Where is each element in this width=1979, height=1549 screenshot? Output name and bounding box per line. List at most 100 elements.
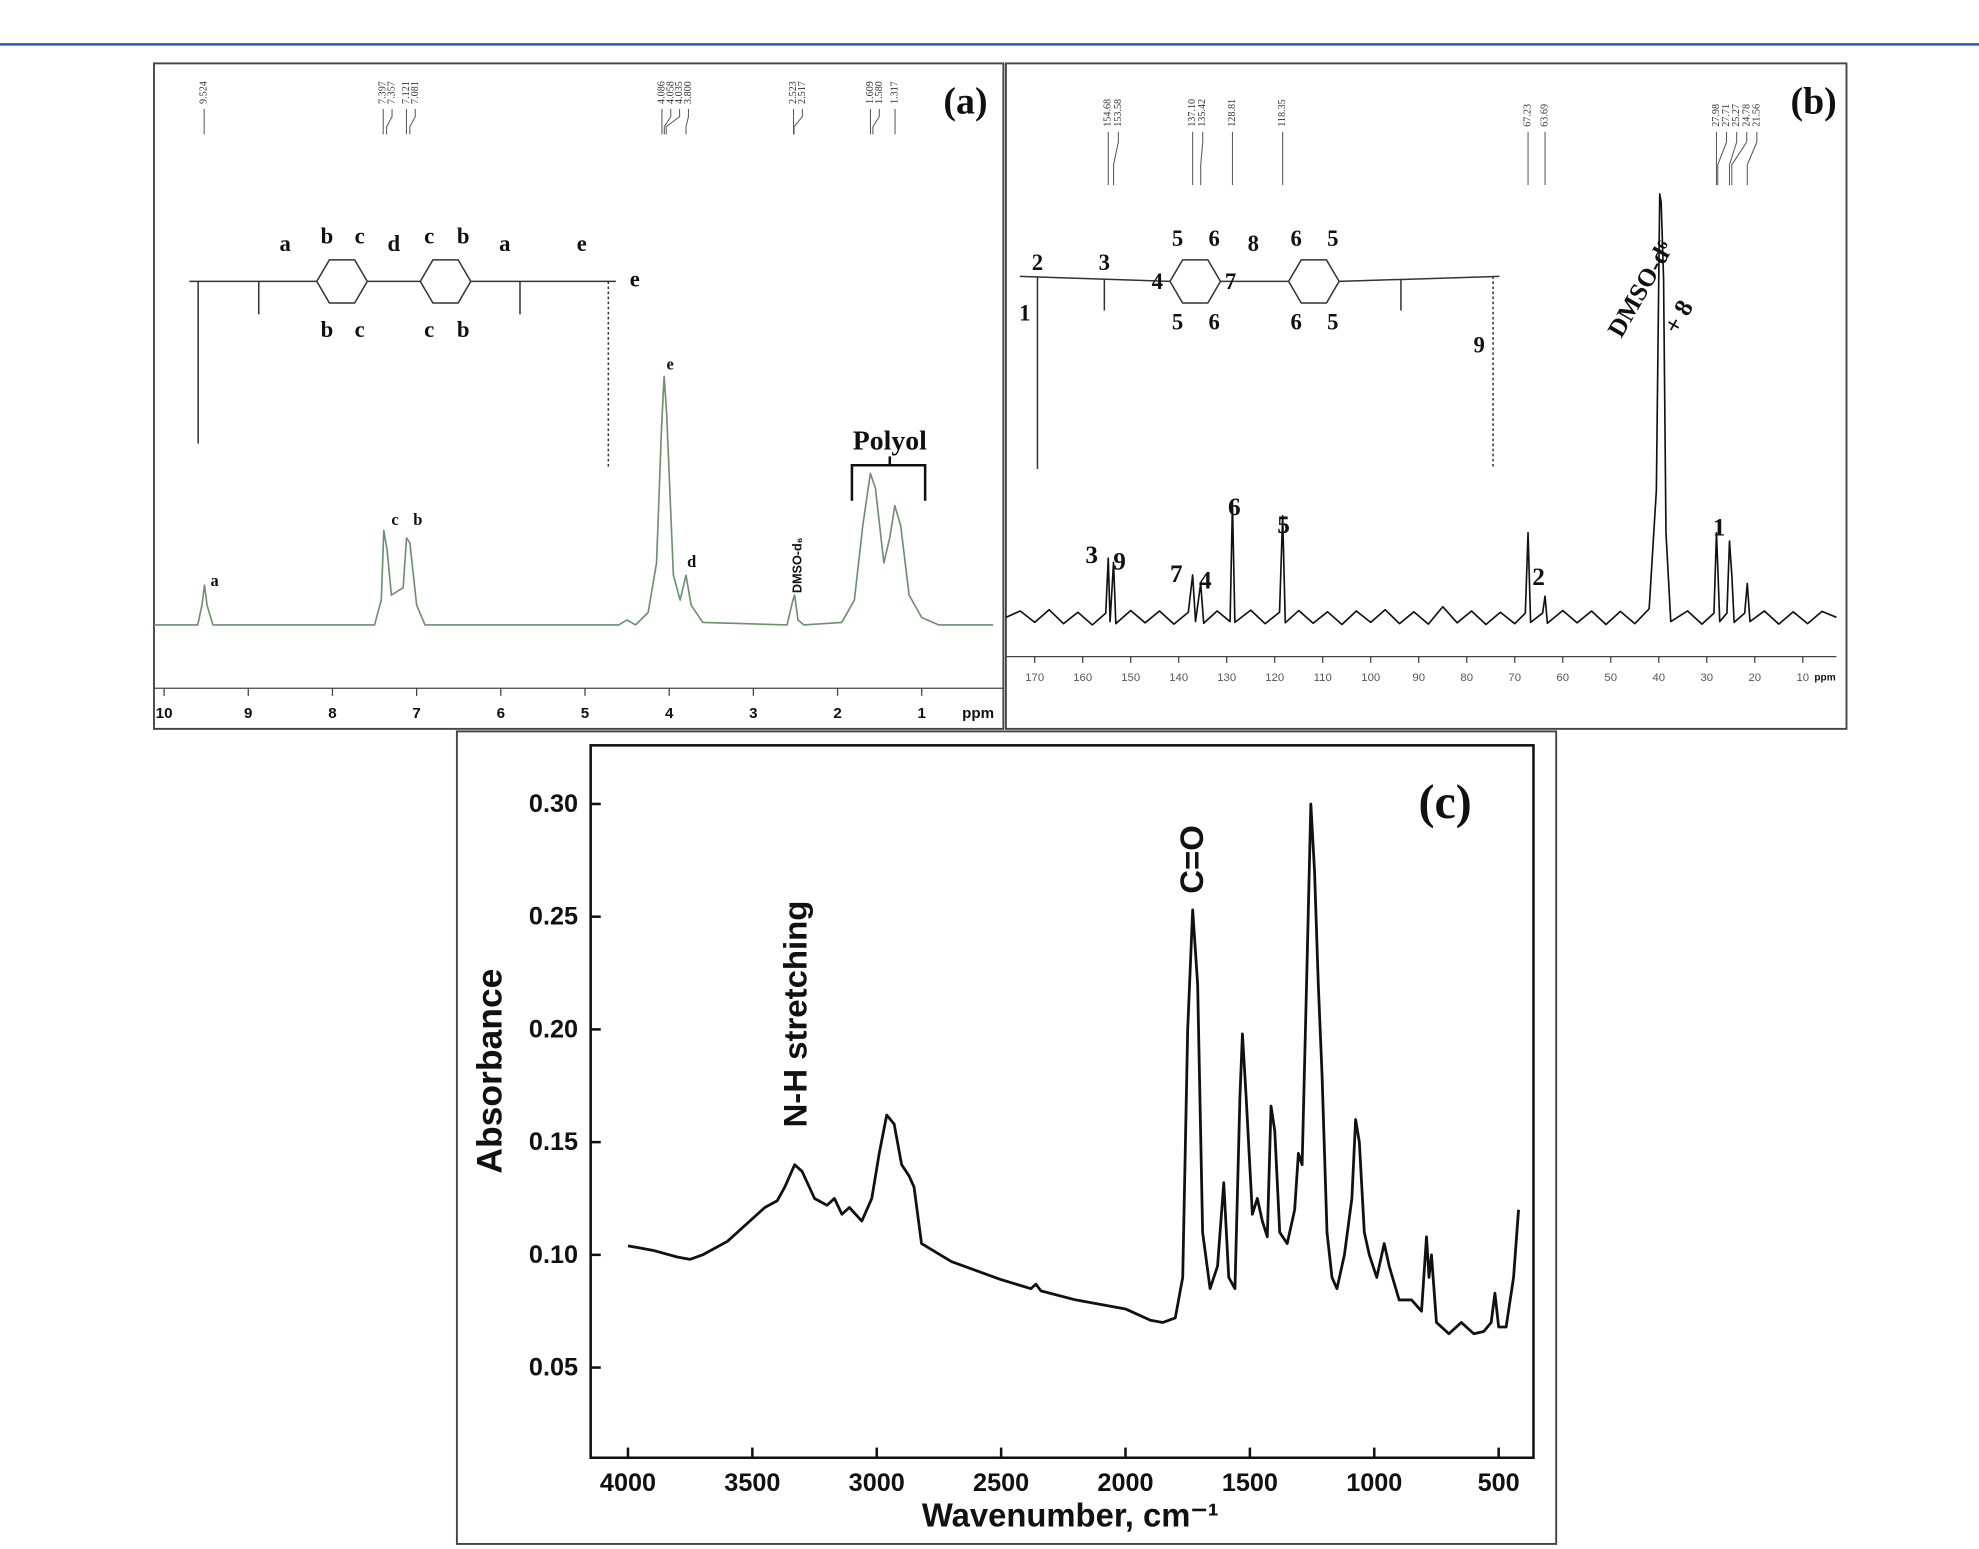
structure-label: 6	[1208, 226, 1219, 251]
peak-label: 1.609	[865, 81, 876, 104]
spectrum-line	[1005, 193, 1837, 626]
x-tick-label: 10	[1796, 672, 1809, 684]
x-tick-label: 4	[665, 705, 674, 722]
peak-marker	[1731, 131, 1748, 186]
peak-label: 7.081	[410, 81, 421, 104]
x-tick-label: 70	[1508, 672, 1521, 684]
y-axis-label: Absorbance	[470, 969, 510, 1174]
structure-label: 6	[1291, 226, 1302, 251]
peak-label: 4.058	[665, 81, 676, 104]
peak-label: 7.397	[378, 81, 389, 104]
peak-label: 2.523	[788, 81, 799, 104]
peak-marker	[872, 109, 880, 135]
x-tick-label: 6	[497, 705, 505, 722]
peak-marker	[663, 109, 672, 135]
peak-label: 27.98	[1711, 104, 1722, 127]
x-tick-label: 1	[918, 705, 926, 722]
annotation: 7	[1170, 560, 1183, 588]
x-tick-label: 130	[1217, 672, 1236, 684]
annotation: c	[391, 510, 398, 529]
panel-label: (a)	[943, 80, 987, 122]
plot-frame	[589, 744, 1535, 1460]
structure-label: 7	[1225, 269, 1236, 294]
annotation: 6	[1228, 493, 1241, 521]
panel-label: (b)	[1791, 80, 1837, 122]
x-tick-label: 10	[156, 705, 173, 722]
peak-label: 9.524	[199, 81, 210, 104]
structure-label: 3	[1099, 250, 1110, 275]
annotation: DMSO-d₆	[791, 537, 805, 593]
x-tick-label: 8	[328, 705, 336, 722]
x-tick-label: 5	[581, 705, 589, 722]
x-axis-label: ppm	[1814, 673, 1835, 684]
peak-marker	[685, 109, 689, 135]
annotation: 1	[1713, 513, 1726, 541]
x-tick-label: 40	[1652, 672, 1665, 684]
x-tick-label: 500	[1478, 1469, 1520, 1497]
annotation: b	[413, 510, 422, 529]
peak-marker	[665, 109, 681, 135]
panel-frame	[153, 62, 1005, 730]
x-tick-label: 3500	[724, 1469, 780, 1497]
x-tick-label: 80	[1460, 672, 1473, 684]
structure-label: e	[630, 266, 640, 291]
peak-label: 153.58	[1113, 99, 1124, 127]
peak-label: 67.23	[1523, 104, 1534, 127]
spectrum-line	[153, 375, 994, 626]
structure-label: 6	[1291, 309, 1302, 334]
x-tick-label: 140	[1169, 672, 1188, 684]
annotation: 9	[1113, 548, 1126, 576]
x-tick-label: 20	[1748, 672, 1761, 684]
x-tick-label: 110	[1314, 672, 1332, 684]
x-tick-label: 2500	[973, 1469, 1029, 1497]
peak-marker	[1746, 131, 1758, 186]
structure-label: 9	[1474, 332, 1485, 357]
x-tick-label: 170	[1025, 672, 1044, 684]
polyol-bracket	[850, 456, 927, 501]
structure-label: 1	[1019, 301, 1030, 326]
structure-label: c	[355, 317, 365, 342]
x-tick-label: 3	[749, 705, 757, 722]
annotation: N-H stretching	[777, 901, 814, 1128]
structure-label: 5	[1172, 309, 1183, 334]
y-tick-label: 0.30	[529, 790, 578, 818]
x-tick-label: 1500	[1222, 1469, 1278, 1497]
x-axis-label: Wavenumber, cm⁻¹	[922, 1496, 1219, 1533]
x-tick-label: 3000	[849, 1469, 905, 1497]
x-axis-label: ppm	[962, 705, 994, 722]
peak-label: 1.317	[890, 81, 901, 104]
peak-label: 4.035	[674, 81, 685, 104]
annotation: a	[210, 571, 218, 590]
structure-label: 6	[1208, 309, 1219, 334]
x-tick-label: 100	[1361, 672, 1380, 684]
x-tick-label: 160	[1073, 672, 1092, 684]
peak-label: 7.357	[387, 81, 398, 104]
x-tick-label: 50	[1604, 672, 1617, 684]
annotation: 2	[1532, 563, 1545, 591]
annotation: 4	[1199, 567, 1212, 595]
x-tick-label: 150	[1121, 672, 1140, 684]
structure-label: b	[457, 317, 470, 342]
peak-label: 21.56	[1751, 104, 1762, 127]
peak-label: 7.121	[401, 81, 412, 104]
x-tick-label: 60	[1556, 672, 1569, 684]
structure-label: e	[577, 231, 587, 256]
structure-label: a	[499, 231, 511, 256]
y-tick-label: 0.25	[529, 903, 578, 931]
structure-label: 2	[1032, 250, 1043, 275]
peak-label: 128.81	[1227, 99, 1238, 127]
peak-marker	[1113, 131, 1119, 186]
peak-label: 135.42	[1197, 99, 1208, 127]
y-tick-label: 0.05	[529, 1354, 578, 1382]
spectrum-line	[627, 802, 1520, 1336]
peak-label: 137.10	[1187, 99, 1198, 127]
x-tick-label: 9	[244, 705, 252, 722]
peak-marker	[409, 109, 416, 135]
y-tick-label: 0.10	[529, 1241, 578, 1269]
peak-marker	[1728, 131, 1738, 186]
peak-label: 63.69	[1540, 104, 1551, 127]
peak-label: 2.517	[797, 81, 808, 104]
panel-frame	[455, 730, 1558, 1545]
